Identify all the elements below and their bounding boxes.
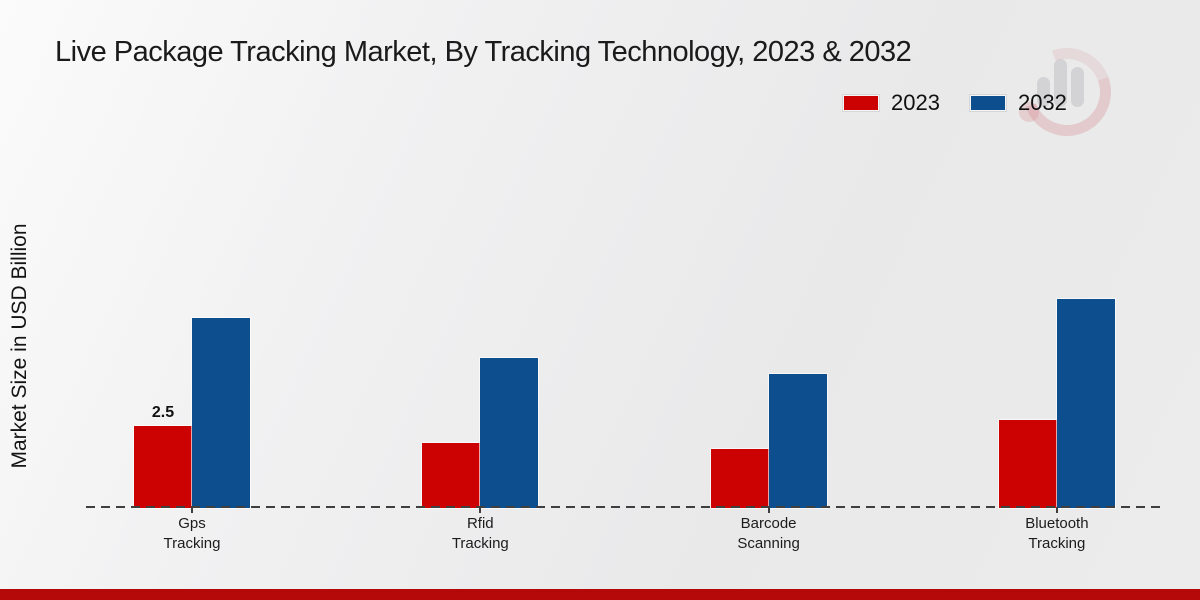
x-axis-tick — [1055, 507, 1058, 513]
legend-item-2032: 2032 — [969, 90, 1067, 116]
legend-label-2023: 2023 — [891, 90, 940, 115]
category-label-rfid-tracking: Rfid Tracking — [451, 515, 509, 552]
bar-2023-bluetooth-tracking — [997, 419, 1058, 509]
bar-2032-bluetooth-tracking — [1055, 298, 1116, 509]
chart-title: Live Package Tracking Market, By Trackin… — [55, 36, 912, 68]
category-label-gps-tracking: Gps Tracking — [163, 515, 221, 552]
footer-red-strip — [0, 589, 1200, 600]
mrfr-logo-watermark-icon — [1008, 33, 1126, 151]
watermark-bar — [1071, 67, 1084, 107]
legend-swatch-2032 — [969, 95, 1006, 111]
x-axis-tick — [767, 507, 770, 513]
watermark-dot — [1019, 102, 1039, 122]
bar-2023-rfid-tracking — [421, 442, 482, 509]
bar-2032-rfid-tracking — [479, 357, 540, 509]
category-label-barcode-scanning: Barcode Scanning — [737, 515, 800, 552]
bar-2023-gps-tracking — [133, 425, 193, 509]
category-label-bluetooth-tracking: Bluetooth Tracking — [1025, 515, 1089, 552]
x-axis-baseline — [86, 506, 1160, 508]
bar-2023-barcode-scanning — [709, 448, 770, 509]
legend-item-2023: 2023 — [843, 90, 940, 116]
x-axis-tick — [191, 507, 193, 513]
watermark-bar — [1054, 59, 1067, 107]
legend-swatch-2023 — [843, 95, 879, 111]
watermark-bar — [1037, 77, 1050, 107]
x-axis-tick — [479, 507, 482, 513]
legend-label-2032: 2032 — [1017, 90, 1067, 115]
bar-value-label: 2.5 — [151, 404, 175, 421]
bar-2032-gps-tracking — [191, 317, 251, 509]
bar-2032-barcode-scanning — [767, 373, 828, 509]
legend: 2023 2032 — [843, 90, 1067, 116]
